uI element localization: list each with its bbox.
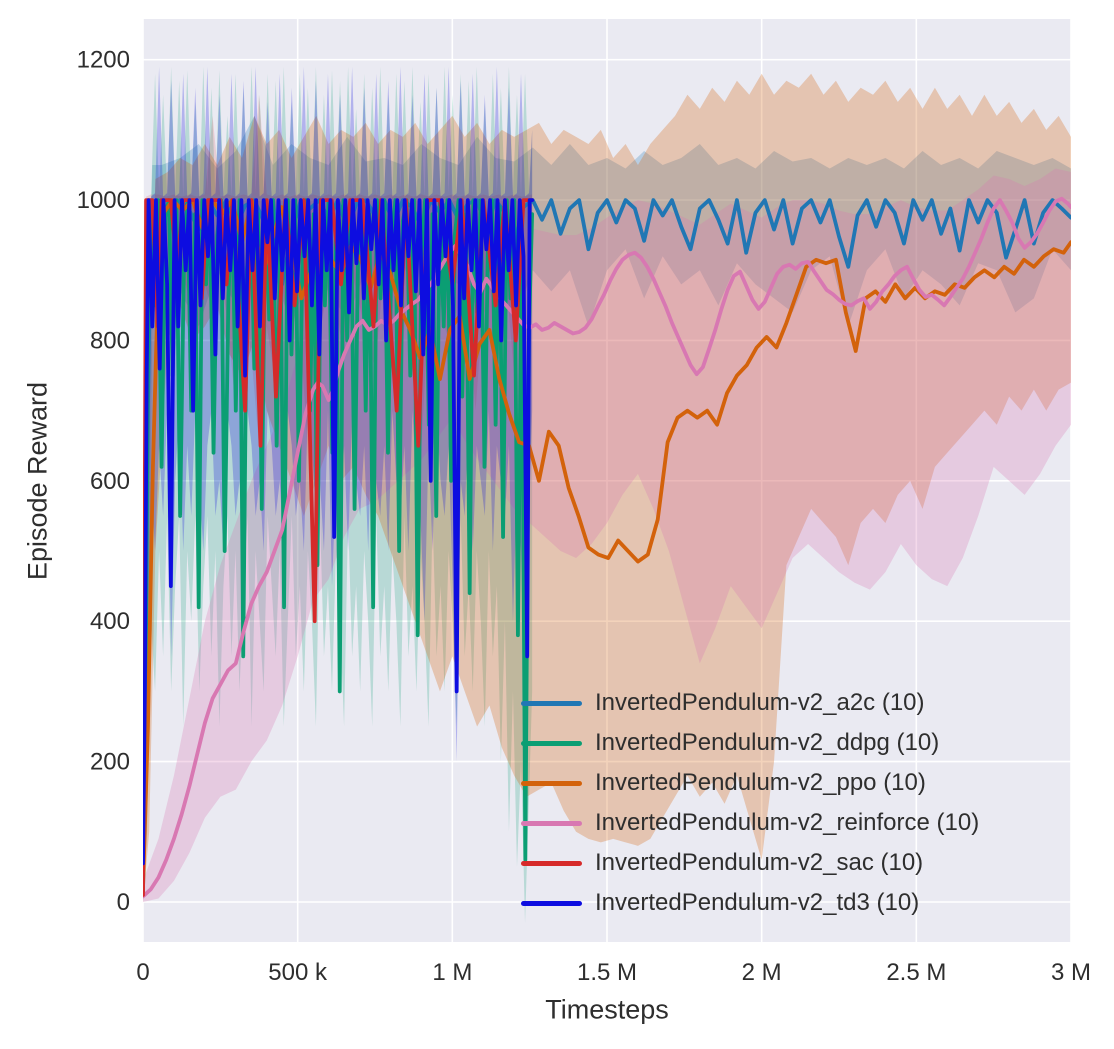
td3-line (143, 198, 535, 866)
legend-item-td3: InvertedPendulum-v2_td3 (10) (521, 883, 979, 923)
x-tick-label: 2 M (742, 959, 782, 986)
legend-item-ddpg: InvertedPendulum-v2_ddpg (10) (521, 723, 979, 763)
legend-item-reinforce: InvertedPendulum-v2_reinforce (10) (521, 803, 979, 843)
legend-line-swatch-a2c (521, 700, 582, 706)
a2c-band (143, 115, 1071, 902)
ppo-line (143, 198, 1071, 890)
series-lines (143, 196, 1071, 899)
x-tick-label: 0 (136, 959, 149, 986)
x-tick-label: 500 k (268, 959, 328, 986)
x-tick-label: 1.5 M (577, 959, 637, 986)
legend-label-ppo: InvertedPendulum-v2_ppo (10) (595, 769, 926, 796)
legend-item-a2c: InvertedPendulum-v2_a2c (10) (521, 683, 979, 723)
reinforce-line (143, 196, 1071, 899)
y-tick-label: 0 (117, 889, 130, 916)
legend-item-sac: InvertedPendulum-v2_sac (10) (521, 843, 979, 883)
legend-line-swatch-td3 (521, 900, 582, 906)
x-tick-label: 3 M (1051, 959, 1091, 986)
y-tick-labels: 0 200 400 600 800 1000 1200 (77, 47, 130, 916)
y-tick-label: 800 (90, 327, 130, 354)
y-axis-label: Episode Reward (22, 381, 53, 581)
y-tick-label: 200 (90, 749, 130, 776)
x-tick-label: 1 M (432, 959, 472, 986)
y-tick-label: 1200 (77, 47, 130, 74)
y-tick-label: 400 (90, 608, 130, 635)
legend-label-sac: InvertedPendulum-v2_sac (10) (595, 849, 924, 876)
legend-item-ppo: InvertedPendulum-v2_ppo (10) (521, 763, 979, 803)
legend-line-swatch-ddpg (521, 740, 582, 746)
y-tick-label: 1000 (77, 187, 130, 214)
legend-line-swatch-reinforce (521, 820, 582, 826)
legend-line-swatch-sac (521, 860, 582, 866)
legend: InvertedPendulum-v2_a2c (10) InvertedPen… (521, 683, 979, 923)
x-axis-label: Timesteps (545, 994, 669, 1025)
legend-label-a2c: InvertedPendulum-v2_a2c (10) (595, 689, 925, 716)
legend-line-swatch-ppo (521, 780, 582, 786)
legend-label-ddpg: InvertedPendulum-v2_ddpg (10) (595, 729, 940, 756)
legend-label-td3: InvertedPendulum-v2_td3 (10) (595, 889, 920, 916)
legend-label-reinforce: InvertedPendulum-v2_reinforce (10) (595, 809, 980, 836)
x-tick-label: 2.5 M (886, 959, 946, 986)
x-tick-labels: 0 500 k 1 M 1.5 M 2 M 2.5 M 3 M (136, 959, 1091, 986)
y-tick-label: 600 (90, 468, 130, 495)
